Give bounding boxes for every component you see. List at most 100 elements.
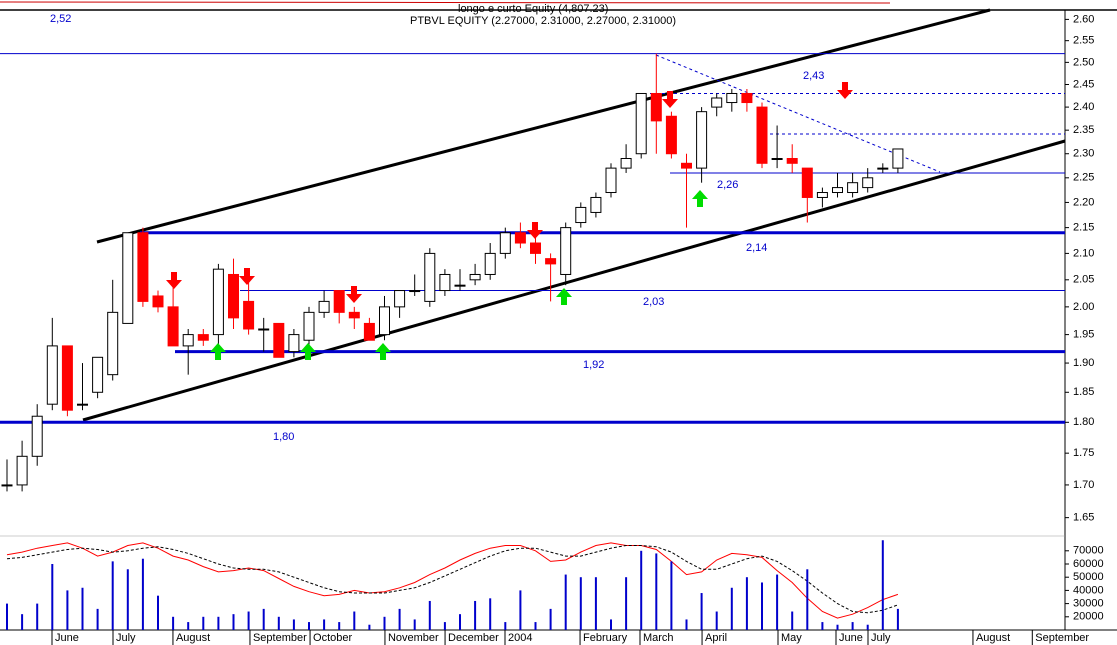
candle-body	[605, 167, 617, 194]
volume-bar	[81, 587, 84, 630]
candle-body	[409, 290, 421, 293]
x-tick-label: December	[448, 632, 499, 644]
volume-bar	[564, 574, 567, 630]
volume-bar	[745, 577, 748, 630]
volume-bar	[791, 611, 794, 630]
x-tick-label: October	[313, 632, 352, 644]
trend-line	[96, 8, 991, 244]
candle-body	[424, 252, 436, 302]
y-tick-label: 2.00	[1073, 301, 1094, 313]
candle-body	[816, 192, 828, 198]
y-tick-label: 2.20	[1073, 196, 1094, 208]
volume-bar	[881, 540, 884, 630]
level-label: 2,52	[50, 13, 71, 25]
oscillator-line	[6, 545, 899, 614]
candle-body	[167, 306, 179, 347]
buy-arrow	[210, 343, 226, 360]
volume-bar	[323, 619, 326, 630]
volume-bar	[534, 622, 537, 630]
candle-body	[394, 290, 406, 308]
candle-body	[681, 162, 693, 169]
volume-bar	[96, 608, 99, 630]
volume-tick-label: 50000	[1073, 571, 1104, 583]
volume-bar	[474, 600, 477, 630]
volume-bar	[277, 616, 280, 630]
sell-arrow	[527, 222, 543, 239]
buy-arrow	[375, 343, 391, 360]
volume-bar	[519, 590, 522, 630]
y-tick-label: 2.30	[1073, 148, 1094, 160]
volume-bar	[36, 603, 39, 630]
candle-body	[46, 345, 58, 405]
volume-tick-label: 20000	[1073, 611, 1104, 623]
volume-bar	[866, 624, 869, 630]
volume-tick-label: 60000	[1073, 558, 1104, 570]
volume-bar	[338, 622, 341, 630]
volume-bar	[715, 611, 718, 630]
x-tick-label: March	[643, 632, 674, 644]
trend-line	[82, 139, 1066, 422]
candle-body	[756, 106, 768, 164]
volume-bar	[610, 619, 613, 630]
volume-bar	[504, 622, 507, 630]
oscillator-line	[6, 542, 899, 619]
volume-bar	[776, 574, 779, 630]
volume-bar	[761, 582, 764, 630]
volume-bar	[836, 624, 839, 630]
volume-bar	[594, 577, 597, 630]
volume-tick-label: 70000	[1073, 545, 1104, 557]
header-line: longo e curto Equity (4,807.23)	[458, 3, 608, 15]
volume-bar	[398, 608, 401, 630]
y-tick-label: 2.60	[1073, 13, 1094, 25]
buy-arrows	[210, 190, 708, 360]
candle-body	[650, 92, 662, 122]
volume-bar	[549, 608, 552, 630]
volume-bar	[851, 622, 854, 630]
candle-body	[363, 322, 375, 341]
candle-body	[31, 415, 43, 457]
volume-bar	[896, 608, 899, 630]
candle-body	[801, 167, 813, 198]
volume-bar	[187, 622, 190, 630]
x-tick-label: August	[176, 632, 210, 644]
candle-body	[16, 455, 28, 486]
volume-bar	[443, 622, 446, 630]
buy-arrow	[300, 343, 316, 360]
volume-bar	[111, 561, 114, 630]
x-tick-label: September	[253, 632, 307, 644]
volume-bar	[262, 608, 265, 630]
candle-body	[530, 242, 542, 254]
candle-body	[665, 115, 677, 155]
y-tick-label: 1.65	[1073, 512, 1094, 524]
x-tick-label: April	[705, 632, 727, 644]
y-tick-label: 2.55	[1073, 35, 1094, 47]
candle-body	[484, 252, 496, 275]
x-tick-label: June	[55, 632, 79, 644]
candle-body	[243, 300, 255, 330]
sell-arrow	[662, 91, 678, 108]
volume-bar	[730, 587, 733, 630]
volume-bar	[21, 614, 24, 630]
sell-arrow	[166, 272, 182, 289]
volume-bar	[459, 614, 462, 630]
candle-body	[197, 334, 209, 341]
y-tick-label: 1.80	[1073, 416, 1094, 428]
y-tick-label: 2.45	[1073, 78, 1094, 90]
y-tick-label: 2.05	[1073, 274, 1094, 286]
candle-body	[77, 403, 89, 406]
volume-bar	[172, 616, 175, 630]
candle-body	[439, 273, 451, 292]
candle-body	[590, 196, 602, 213]
candle-body	[514, 232, 526, 244]
y-tick-label: 2.50	[1073, 56, 1094, 68]
volume-bar	[700, 593, 703, 630]
candle-body	[862, 177, 874, 189]
buy-arrow	[692, 190, 708, 207]
candle-body	[303, 311, 315, 341]
candle-body	[635, 92, 647, 155]
y-tick-label: 1.75	[1073, 447, 1094, 459]
volume-bar	[413, 619, 416, 630]
sell-arrow	[837, 82, 853, 99]
candle-body	[847, 182, 859, 194]
